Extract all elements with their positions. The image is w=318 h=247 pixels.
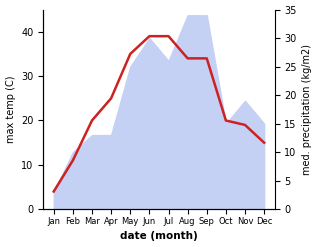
Y-axis label: med. precipitation (kg/m2): med. precipitation (kg/m2)	[302, 44, 313, 175]
X-axis label: date (month): date (month)	[120, 231, 198, 242]
Y-axis label: max temp (C): max temp (C)	[5, 76, 16, 143]
